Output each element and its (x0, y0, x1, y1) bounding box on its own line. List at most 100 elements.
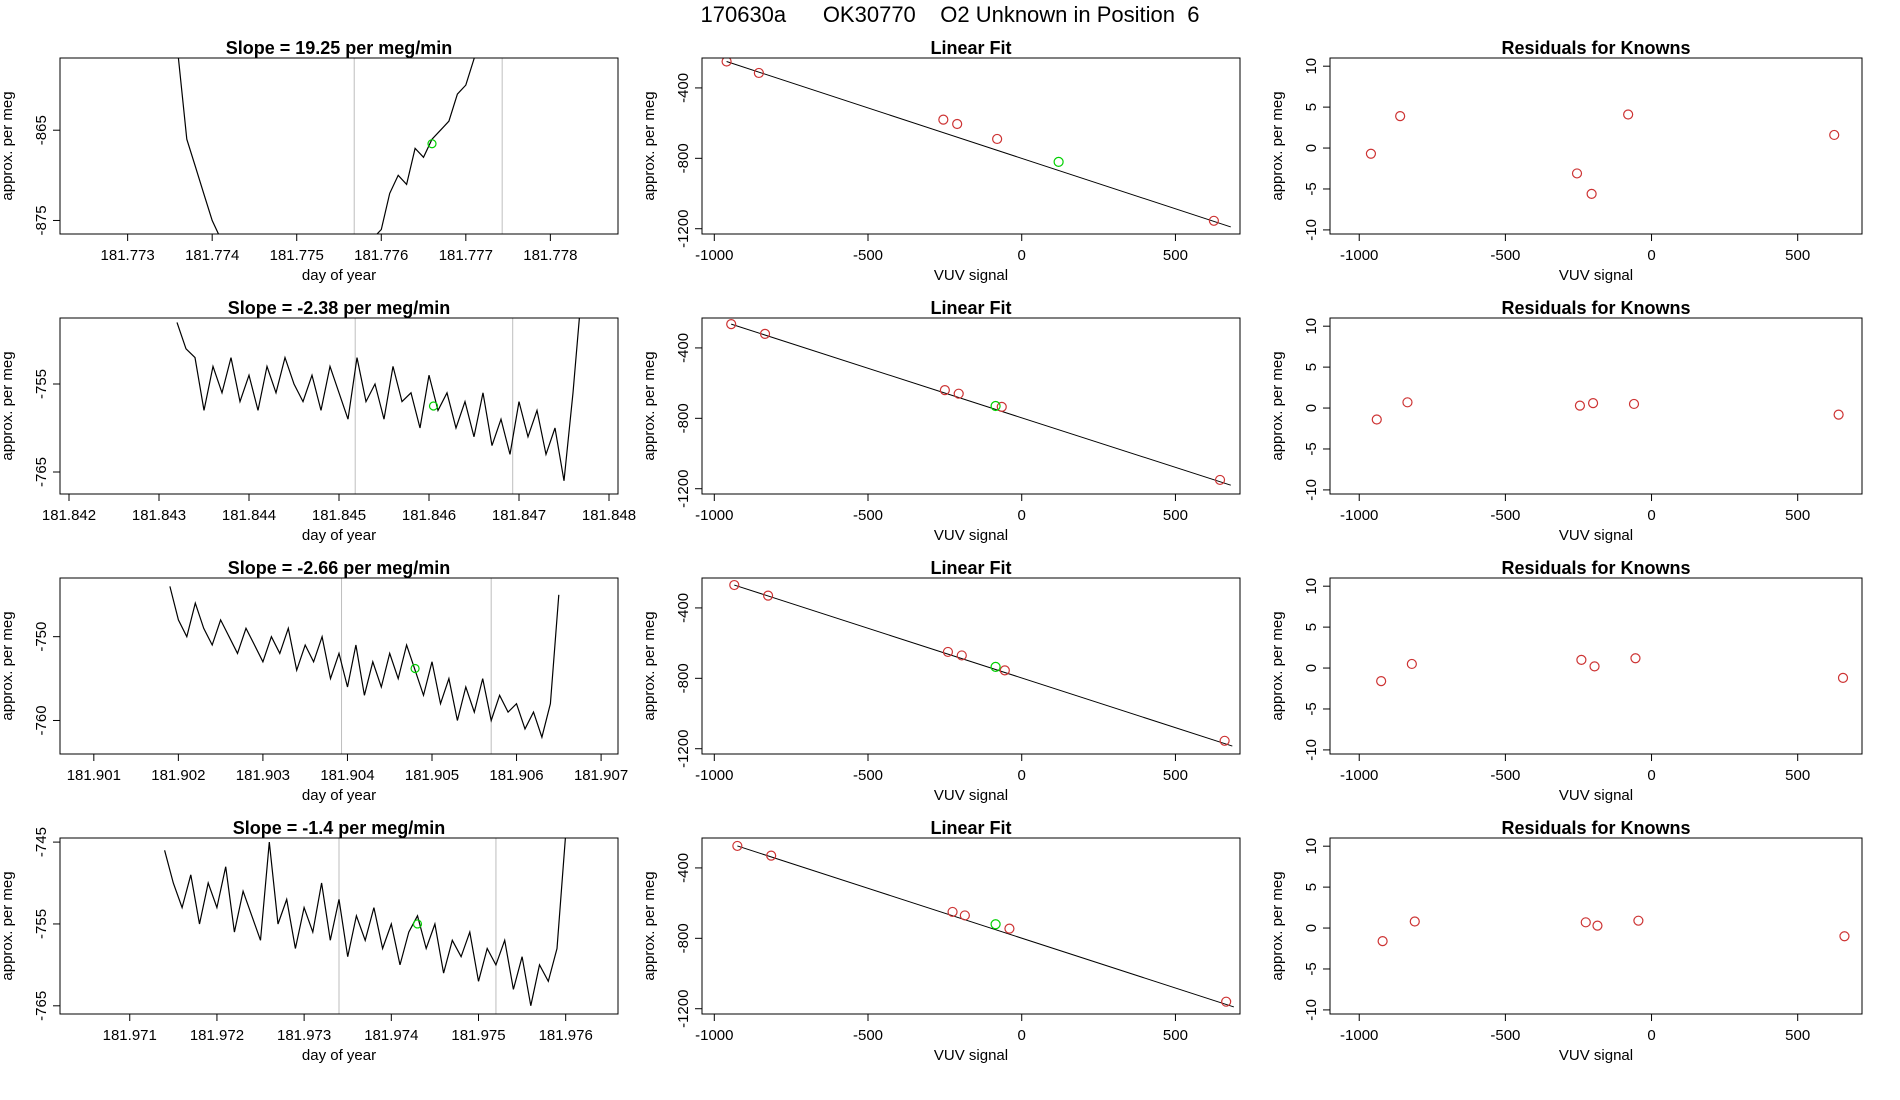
known-point (992, 133, 1003, 145)
x-axis-label: day of year (302, 527, 376, 544)
y-axis-label: approx. per meg (0, 611, 16, 720)
plot-frame (1329, 837, 1863, 1015)
mean-marker (410, 663, 420, 674)
panel-title: Slope = -2.38 per meg/min (228, 298, 451, 318)
x-tick-label: 0 (1018, 507, 1026, 524)
plot-frame (701, 57, 1241, 235)
x-tick-label: 181.904 (320, 767, 374, 784)
known-point (1829, 129, 1840, 141)
plot-area (1371, 397, 1844, 425)
x-tick-label: 181.844 (222, 507, 276, 524)
x-tick-label: 181.843 (132, 507, 186, 524)
y-tick-label: -1200 (675, 990, 692, 1028)
mean-marker (412, 919, 423, 929)
y-tick-label: -800 (675, 143, 692, 173)
panel-title: Slope = 19.25 per meg/min (226, 38, 453, 58)
x-axis-label: VUV signal (1559, 527, 1633, 544)
panel-title: Residuals for Knowns (1501, 818, 1690, 838)
known-point (721, 58, 732, 67)
known-point (939, 385, 950, 396)
panel-2-3: Residuals for Knowns VUV signal approx. pe… (1269, 298, 1863, 544)
known-point (1633, 915, 1644, 926)
y-axis-label: approx. per meg (1269, 871, 1286, 980)
y-tick-label: -765 (33, 991, 50, 1021)
y-axis-label: approx. per meg (641, 611, 658, 720)
plot-area (1376, 653, 1849, 687)
x-tick-label: -500 (853, 247, 883, 264)
panel-title: Residuals for Knowns (1501, 38, 1690, 58)
y-tick-label: -10 (1303, 479, 1320, 501)
known-point (1580, 917, 1591, 928)
y-tick-label: -5 (1303, 962, 1320, 975)
x-tick-label: 181.845 (312, 507, 366, 524)
x-tick-label: 181.976 (539, 1027, 593, 1044)
plot-frame (701, 577, 1241, 755)
x-tick-label: -1000 (695, 507, 733, 524)
panel-2-1: Slope = -2.38 per meg/min day of year appr… (0, 298, 636, 544)
known-point (766, 850, 777, 861)
x-tick-label: 181.846 (402, 507, 456, 524)
y-axis-label: approx. per meg (641, 91, 658, 200)
known-point (1004, 923, 1015, 934)
panel-title: Slope = -2.66 per meg/min (228, 558, 451, 578)
panel-1-3: Residuals for Knowns VUV signal approx. pe… (1269, 38, 1863, 284)
x-tick-label: 0 (1647, 1027, 1655, 1044)
x-axis-label: VUV signal (934, 787, 1008, 804)
x-tick-label: 181.848 (582, 507, 636, 524)
x-tick-label: 181.901 (67, 767, 121, 784)
y-tick-label: -765 (33, 457, 50, 487)
x-tick-label: 181.902 (151, 767, 205, 784)
x-tick-label: 0 (1018, 247, 1026, 264)
known-point (1221, 996, 1232, 1007)
y-axis-label: approx. per meg (0, 91, 16, 200)
y-tick-label: -5 (1303, 702, 1320, 715)
x-tick-label: 181.847 (492, 507, 546, 524)
known-point (1208, 215, 1219, 226)
x-tick-label: 0 (1647, 507, 1655, 524)
x-tick-label: 500 (1785, 507, 1810, 524)
x-axis-label: VUV signal (1559, 787, 1633, 804)
x-axis-label: VUV signal (934, 1047, 1008, 1064)
y-tick-label: -1200 (675, 210, 692, 248)
panel-title: Linear Fit (930, 558, 1011, 578)
known-point (1623, 109, 1634, 120)
x-axis-label: VUV signal (934, 527, 1008, 544)
panel-title: Slope = -1.4 per meg/min (233, 818, 446, 838)
panel-title: Linear Fit (930, 818, 1011, 838)
panel-title: Residuals for Knowns (1501, 298, 1690, 318)
y-tick-label: -800 (675, 923, 692, 953)
y-axis-label: approx. per meg (1269, 351, 1286, 460)
y-axis-label: approx. per meg (1269, 91, 1286, 200)
known-point (959, 910, 970, 921)
x-tick-label: -500 (1490, 507, 1520, 524)
x-tick-label: 181.971 (103, 1027, 157, 1044)
unknown-point (1053, 156, 1064, 167)
signal-trace (176, 318, 580, 481)
y-tick-label: 5 (1303, 103, 1320, 111)
plot-frame (1329, 577, 1863, 755)
y-tick-label: 10 (1303, 838, 1320, 855)
x-tick-label: 500 (1163, 1027, 1188, 1044)
x-tick-label: 500 (1163, 507, 1188, 524)
signal-trace (169, 586, 560, 740)
plot-area (176, 318, 580, 494)
x-tick-label: 181.774 (185, 247, 239, 264)
known-point (1587, 398, 1599, 409)
known-point (952, 118, 963, 130)
plot-area (729, 579, 1233, 747)
x-axis-label: VUV signal (1559, 1047, 1633, 1064)
plot-area (1377, 915, 1850, 947)
y-axis-label: approx. per meg (0, 871, 16, 980)
x-tick-label: 181.842 (42, 507, 96, 524)
y-tick-label: -5 (1303, 442, 1320, 455)
known-point (999, 665, 1010, 676)
known-point (956, 650, 967, 661)
x-tick-label: -1000 (695, 1027, 733, 1044)
y-tick-label: -755 (33, 369, 50, 399)
y-tick-label: 0 (1303, 924, 1320, 932)
y-tick-label: -750 (33, 622, 50, 652)
known-point (729, 579, 740, 591)
known-point (938, 114, 949, 125)
y-tick-label: -760 (33, 705, 50, 735)
